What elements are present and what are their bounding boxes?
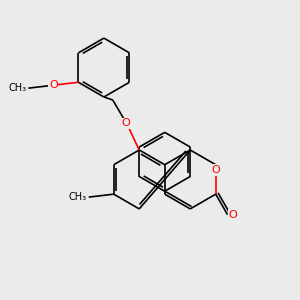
Text: O: O xyxy=(49,80,58,90)
Text: O: O xyxy=(211,165,220,175)
Text: CH₃: CH₃ xyxy=(68,192,87,202)
Text: O: O xyxy=(228,210,237,220)
Text: CH₃: CH₃ xyxy=(9,83,27,93)
Text: O: O xyxy=(122,118,130,128)
